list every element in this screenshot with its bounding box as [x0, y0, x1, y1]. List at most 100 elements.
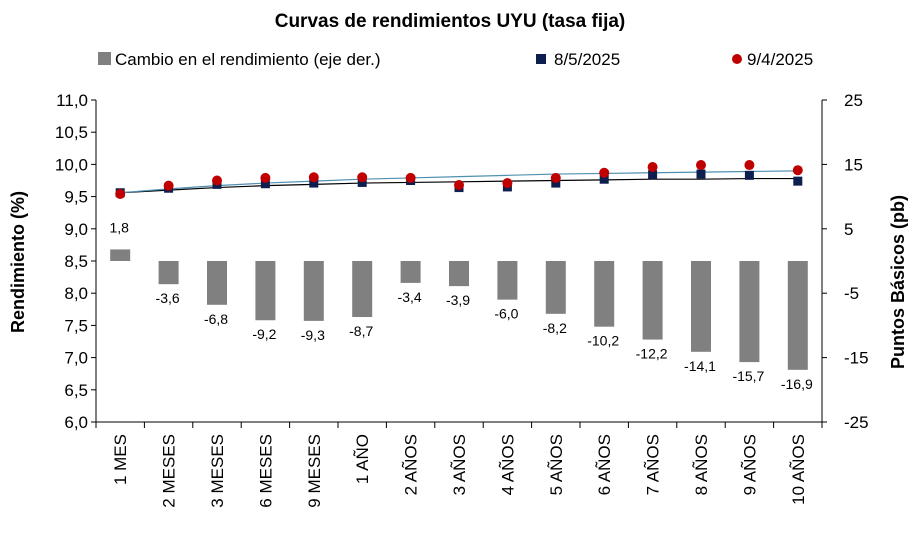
- left-axis-title: Rendimiento (%): [8, 191, 28, 333]
- right-tick-label: -25: [844, 413, 869, 432]
- change-bar: [594, 261, 615, 327]
- legend-item-bars: Cambio en el rendimiento (eje der.): [98, 50, 381, 69]
- right-tick-label: -15: [844, 349, 869, 368]
- x-tick-label: 3 MESES: [208, 434, 227, 508]
- series-2-circle-marker: [260, 172, 271, 183]
- series-1-square-marker: [309, 178, 319, 188]
- series-2-circle-marker: [599, 167, 610, 178]
- left-tick-label: 7,5: [64, 316, 88, 335]
- x-tick-label: 1 MES: [111, 434, 130, 485]
- x-tick-label: 9 MESES: [305, 434, 324, 508]
- x-tick-label: 7 AÑOS: [644, 434, 663, 495]
- series-2-circle-marker: [792, 165, 803, 176]
- x-tick-label: 8 AÑOS: [692, 434, 711, 495]
- series-1-square-marker: [599, 174, 609, 184]
- left-tick-label: 11,0: [56, 91, 88, 110]
- left-tick-label: 6,0: [64, 413, 88, 432]
- legend-item-series-1: 8/5/2025: [536, 50, 620, 69]
- bar-data-label: -8,7: [349, 323, 373, 339]
- left-tick-label: 10,0: [55, 155, 88, 174]
- left-tick-label: 9,0: [64, 220, 88, 239]
- legend-label-series-2: 9/4/2025: [747, 50, 813, 69]
- x-tick-label: 5 AÑOS: [547, 434, 566, 495]
- change-bar: [642, 261, 663, 340]
- bar-data-label: -3,9: [446, 292, 470, 308]
- bar-data-label: 1,8: [109, 219, 129, 235]
- series-2-circle-marker: [744, 160, 755, 171]
- bar-data-label: -12,2: [636, 346, 668, 362]
- series-1-square-marker: [648, 170, 658, 180]
- series-1-square-marker: [551, 178, 561, 188]
- change-bar: [303, 261, 324, 321]
- series-2-circle-marker: [502, 178, 513, 189]
- x-tick-label: 2 AÑOS: [402, 434, 421, 495]
- series-2-circle-marker: [550, 172, 561, 183]
- right-tick-label: -5: [844, 284, 859, 303]
- plot-area: 6,0 6,5 7,0 7,5 8,0 8,5 9,0 9,5 10,0 10,5 11,0 -25 -…: [55, 91, 869, 508]
- bar-data-label: -3,4: [398, 289, 422, 305]
- series-2-circle-marker: [454, 180, 464, 191]
- x-tick-label: 9 AÑOS: [740, 434, 759, 495]
- legend: Cambio en el rendimiento (eje der.) 8/5/…: [98, 50, 813, 69]
- bar-data-label: -8,2: [543, 320, 567, 336]
- bar-data-label: -9,2: [252, 326, 276, 342]
- legend-bar-swatch: [98, 52, 111, 65]
- right-axis-title: Puntos Básicos (pb): [888, 195, 908, 369]
- change-bar: [739, 261, 760, 363]
- x-tick-label: 4 AÑOS: [498, 434, 517, 495]
- right-tick-label: 25: [844, 91, 863, 110]
- x-tick-label: 6 MESES: [256, 434, 275, 508]
- change-bar: [691, 261, 711, 352]
- bar-data-label: -15,7: [732, 368, 764, 384]
- change-bar: [449, 261, 469, 287]
- bar-data-label: -14,1: [684, 358, 716, 374]
- change-bar: [352, 261, 373, 318]
- left-tick-label: 9,5: [64, 188, 88, 207]
- x-tick-label: 1 AÑO: [353, 434, 372, 484]
- series-2-circle-marker: [647, 161, 658, 172]
- series-1-square-marker: [744, 170, 754, 180]
- left-tick-label: 6,5: [64, 381, 88, 400]
- bar-data-label: -6,0: [494, 306, 518, 322]
- change-bar: [207, 261, 227, 305]
- series-1-square-marker: [357, 177, 367, 187]
- left-tick-label: 8,0: [64, 284, 88, 303]
- trendline-series-2: [120, 170, 798, 194]
- change-bar: [545, 261, 566, 314]
- legend-label-bars: Cambio en el rendimiento (eje der.): [115, 50, 381, 69]
- x-tick-label: 6 AÑOS: [595, 434, 614, 495]
- series-2-circle-marker: [212, 175, 222, 186]
- left-tick-label: 7,0: [64, 349, 88, 368]
- change-bar: [255, 261, 276, 321]
- series-2-circle-marker: [696, 160, 706, 171]
- x-tick-label: 3 AÑOS: [450, 434, 469, 495]
- bar-data-label: -6,8: [204, 311, 228, 327]
- bar-data-label: -10,2: [587, 333, 619, 349]
- series-1-square-marker: [260, 179, 270, 189]
- x-tick-label: 2 MESES: [160, 434, 179, 508]
- right-tick-label: 15: [844, 155, 863, 174]
- legend-square-marker: [536, 54, 546, 64]
- left-tick-label: 8,5: [64, 252, 88, 271]
- change-bar: [400, 261, 421, 283]
- change-bar: [110, 249, 131, 261]
- change-bar: [787, 261, 808, 370]
- series-2-circle-marker: [405, 172, 416, 183]
- series-1-square-marker: [793, 176, 803, 186]
- legend-item-series-2: 9/4/2025: [732, 50, 813, 69]
- right-tick-label: 5: [844, 220, 853, 239]
- change-bar: [158, 261, 179, 285]
- series-1-square-marker: [696, 169, 706, 179]
- x-tick-label: 10 AÑOS: [789, 434, 808, 505]
- bar-data-label: -9,3: [301, 327, 325, 343]
- left-tick-label: 10,5: [55, 123, 88, 142]
- series-2-circle-marker: [308, 172, 319, 183]
- legend-circle-marker: [732, 54, 742, 64]
- bar-data-label: -16,9: [781, 376, 813, 392]
- legend-label-series-1: 8/5/2025: [554, 50, 620, 69]
- series-2-circle-marker: [357, 172, 368, 183]
- bar-data-label: -3,6: [156, 290, 180, 306]
- series-2-circle-marker: [115, 189, 126, 200]
- series-2-circle-marker: [163, 180, 174, 191]
